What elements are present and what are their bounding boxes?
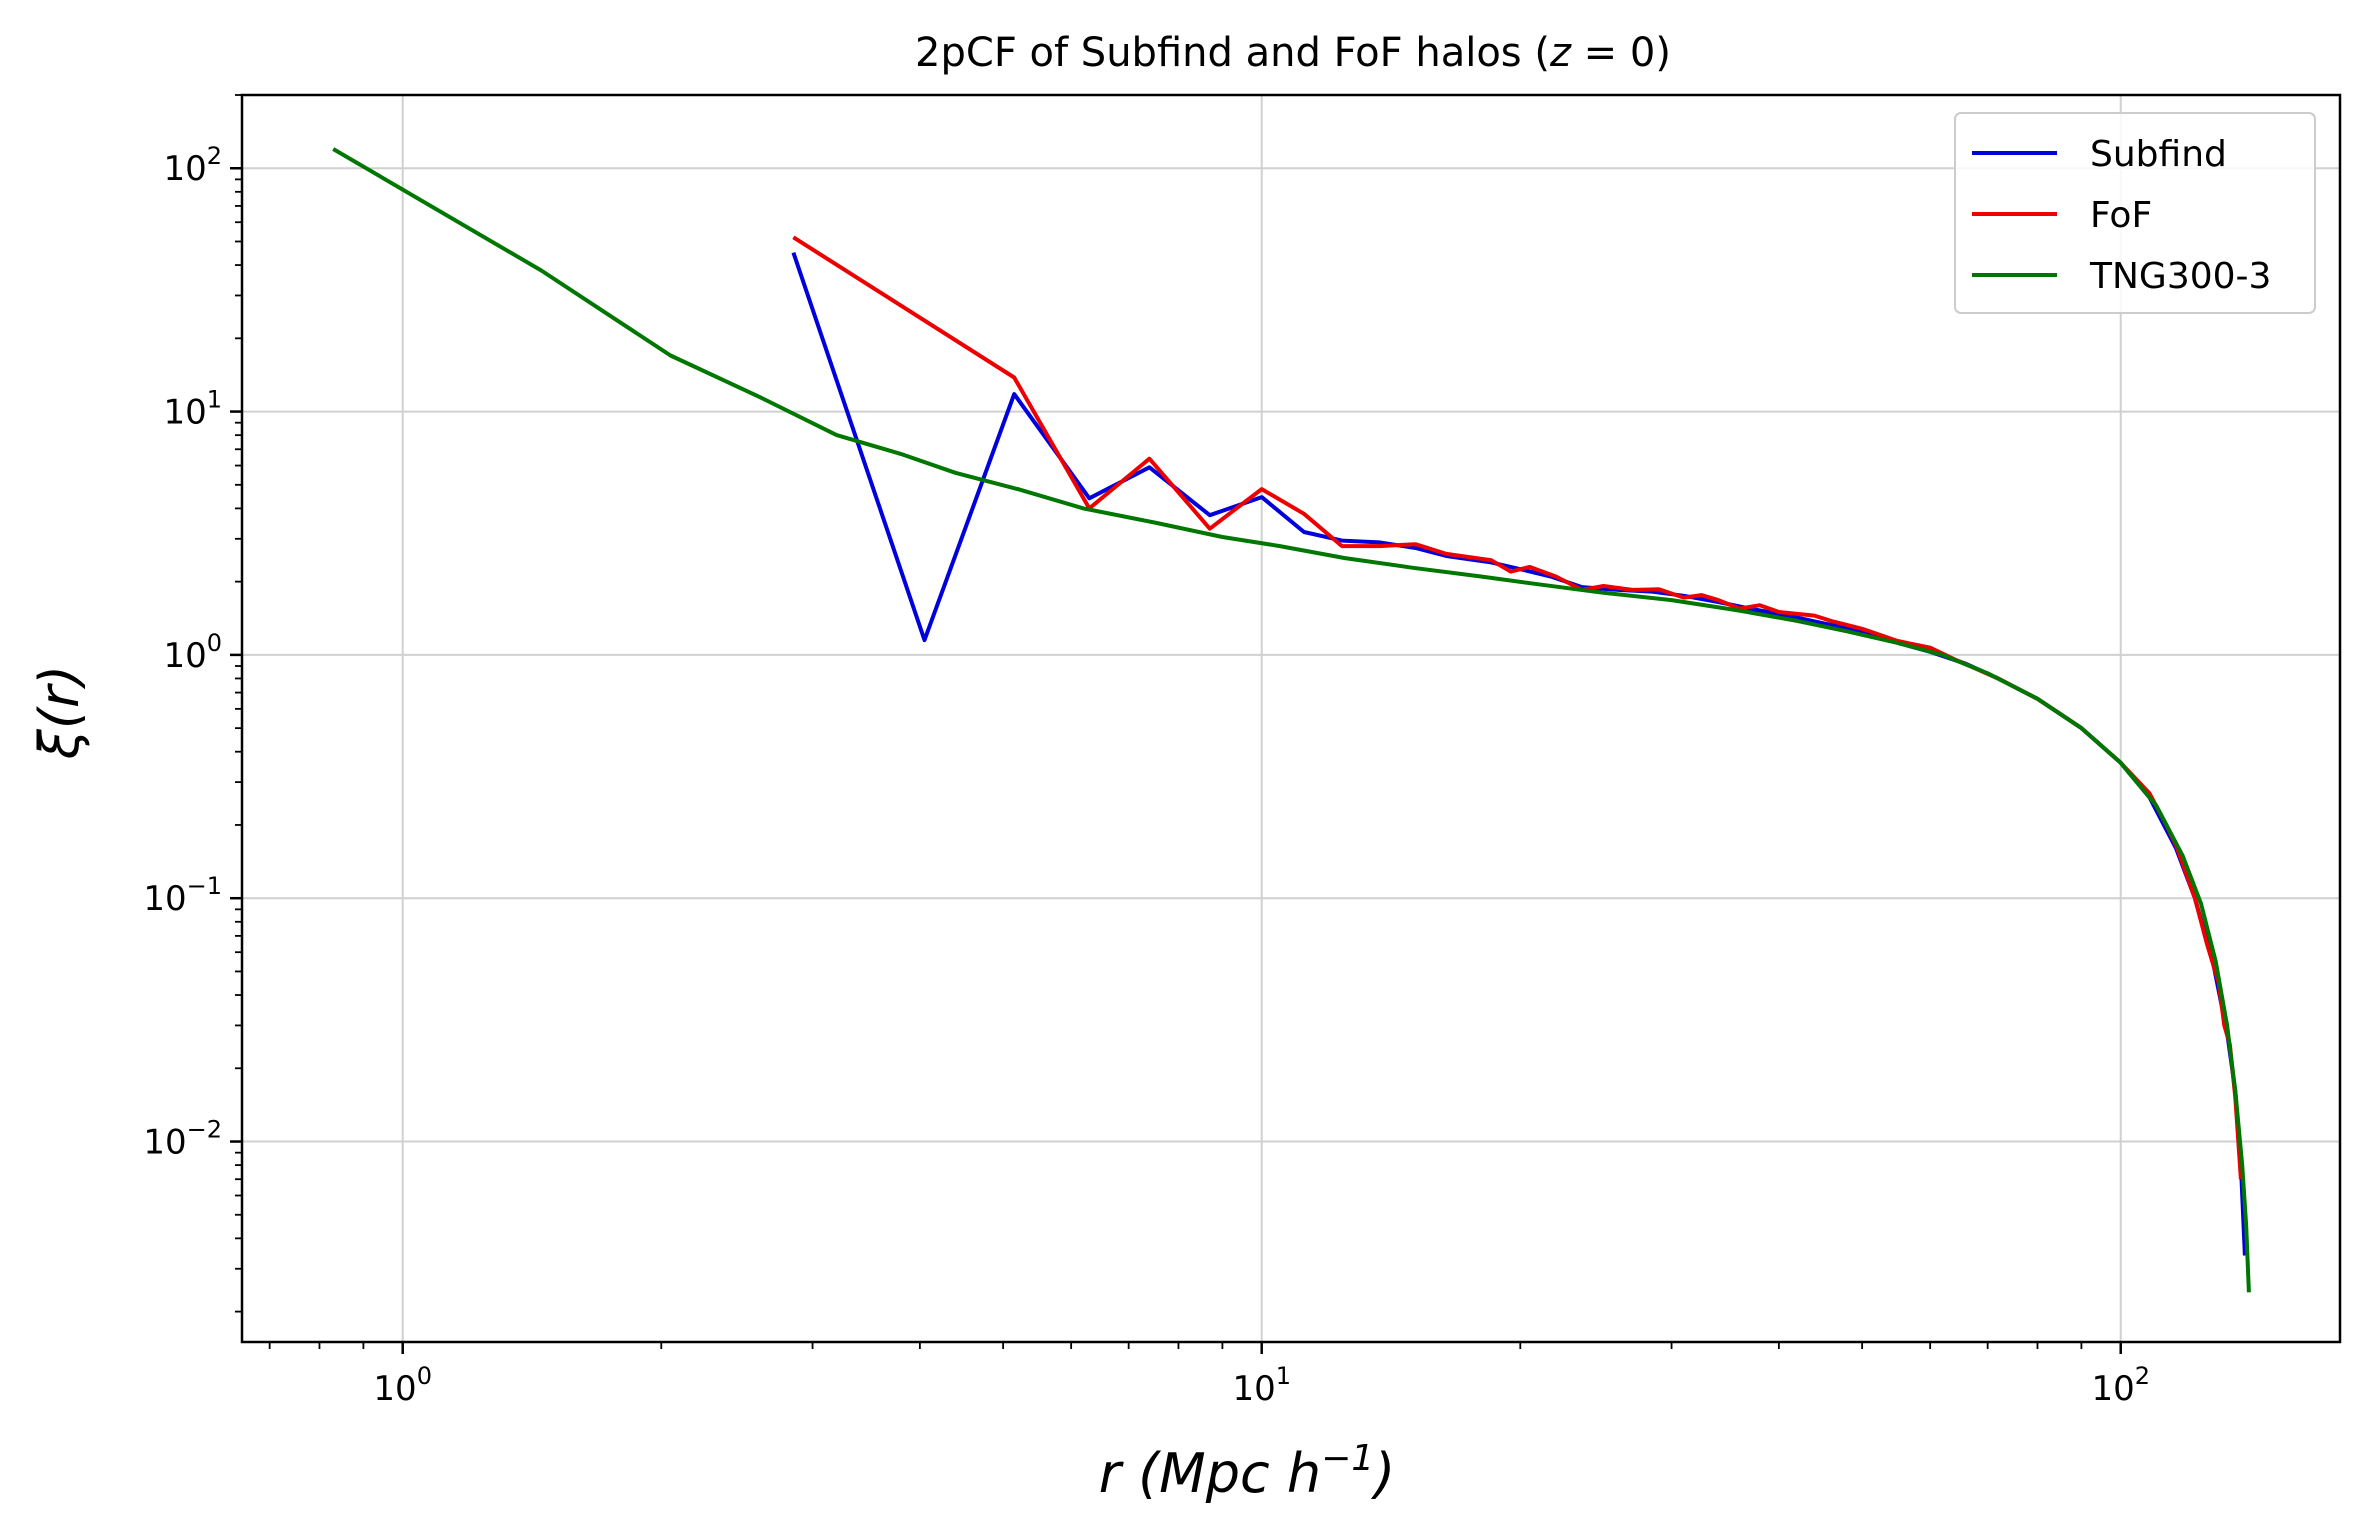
y-tick-label-exp: 2 bbox=[207, 142, 222, 170]
x-tick-label-exp: 0 bbox=[417, 1362, 432, 1390]
y-tick-label-exp: 1 bbox=[207, 386, 222, 414]
x-tick-label: 102 bbox=[2091, 1362, 2150, 1409]
y-tick-label: 100 bbox=[163, 629, 222, 676]
series-layer bbox=[332, 147, 2251, 1293]
legend-label: TNG300-3 bbox=[2089, 256, 2271, 297]
y-tick-label: 101 bbox=[163, 386, 222, 433]
x-tick-label-base: 10 bbox=[2091, 1369, 2134, 1409]
x-axis-label-text: r (Mpc h bbox=[1099, 1442, 1321, 1505]
y-axis-label: ξ(r) bbox=[28, 665, 91, 760]
y-tick-label-exp: −2 bbox=[187, 1116, 222, 1144]
y-tick-label-base: 10 bbox=[163, 393, 206, 433]
x-tick-label: 101 bbox=[1232, 1362, 1291, 1409]
legend: Subfind FoF TNG300-3 bbox=[1954, 112, 2316, 314]
plot-frame bbox=[240, 93, 2342, 1344]
legend-label: FoF bbox=[2090, 195, 2152, 236]
legend-box bbox=[1954, 112, 2316, 314]
y-tick-label-base: 10 bbox=[163, 636, 206, 676]
chart-title-prefix: 2pCF of Subfind and FoF halos ( bbox=[915, 30, 1550, 76]
y-tick-label-base: 10 bbox=[163, 149, 206, 189]
x-tick-label-exp: 1 bbox=[1276, 1362, 1291, 1390]
x-axis-label: r (Mpc h−1) bbox=[1099, 1438, 1396, 1505]
x-tick-label-exp: 2 bbox=[2135, 1362, 2150, 1390]
y-tick-label-exp: 0 bbox=[207, 629, 222, 657]
series-line-tng300-3 bbox=[332, 147, 2251, 1293]
y-tick-label: 10−1 bbox=[143, 872, 222, 919]
legend-label: Subfind bbox=[2090, 134, 2227, 175]
x-axis-label-close: ) bbox=[1370, 1442, 1395, 1505]
x-tick-label: 100 bbox=[373, 1362, 432, 1409]
chart-title: 2pCF of Subfind and FoF halos (z = 0) bbox=[915, 30, 1671, 76]
x-tick-label-base: 10 bbox=[373, 1369, 416, 1409]
x-tick-label-base: 10 bbox=[1232, 1369, 1275, 1409]
y-tick-label-base: 10 bbox=[143, 1123, 186, 1163]
chart-title-var: z bbox=[1549, 30, 1572, 76]
y-tick-label-base: 10 bbox=[143, 879, 186, 919]
y-tick-label: 102 bbox=[163, 142, 222, 189]
chart-title-suffix: = 0) bbox=[1571, 30, 1671, 76]
y-tick-label: 10−2 bbox=[143, 1116, 222, 1163]
y-tick-label-exp: −1 bbox=[187, 872, 222, 900]
x-axis-label-exp: −1 bbox=[1321, 1438, 1374, 1479]
